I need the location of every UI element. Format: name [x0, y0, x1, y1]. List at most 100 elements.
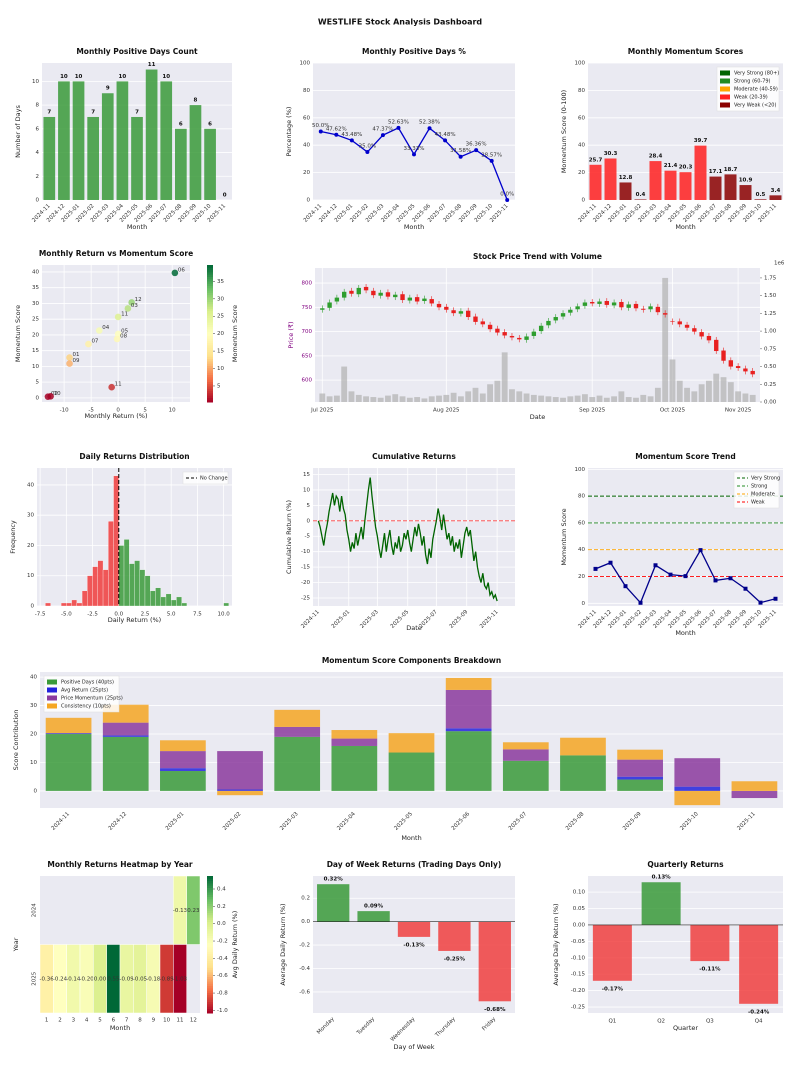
bar-segment — [445, 731, 492, 791]
histogram-bar — [129, 563, 135, 607]
candle-body — [480, 321, 485, 325]
marker — [365, 150, 370, 155]
colorbar-label: Momentum Score — [231, 305, 239, 362]
x-tick-label: Q2 — [657, 1019, 665, 1025]
y-tick-label: 20 — [32, 332, 39, 338]
y-axis-label: Year — [12, 937, 20, 952]
y-axis-label: Cumulative Return (%) — [285, 500, 293, 574]
candle-body — [575, 306, 580, 310]
legend-label: No Change — [200, 476, 228, 482]
y2-tick-label: 1.25 — [764, 311, 777, 317]
value-label: 43.48% — [341, 132, 362, 138]
volume-bar — [538, 395, 545, 402]
volume-bar — [662, 277, 669, 402]
volume-bar — [749, 394, 756, 402]
candle-body — [597, 301, 602, 304]
candle-body — [451, 310, 456, 314]
colorbar-slice — [207, 921, 213, 925]
histogram-bar — [113, 475, 119, 607]
point — [113, 335, 121, 343]
colorbar-slice — [207, 290, 213, 293]
colorbar-slice — [207, 1010, 213, 1014]
colorbar-slice — [207, 965, 213, 968]
colorbar-slice — [207, 399, 213, 403]
candle-body — [444, 306, 449, 310]
y-tick-label: 5 — [307, 503, 311, 509]
x-tick-label: 7 — [125, 1018, 129, 1024]
x-axis-label: Date — [530, 413, 546, 421]
bar — [754, 199, 767, 200]
y-tick-label: -5 — [305, 534, 311, 540]
value-label: 43.48% — [435, 132, 456, 138]
candle-body — [735, 366, 741, 369]
y-tick-label: 100 — [575, 61, 586, 67]
x-tick-label: 4 — [85, 1018, 89, 1024]
colorbar-slice — [207, 379, 213, 382]
candle-body — [714, 339, 719, 352]
colorbar-slice — [207, 983, 213, 987]
candle-body — [677, 321, 682, 325]
value-label: 50.0% — [312, 123, 329, 129]
colorbar-slice — [207, 269, 213, 273]
bar-segment — [102, 722, 149, 736]
value-label: 39.7 — [694, 138, 708, 144]
bar-segment — [45, 717, 92, 734]
value-label: 7 — [135, 109, 139, 115]
y-tick-label: 15 — [32, 348, 39, 354]
bar-segment — [102, 735, 149, 737]
colorbar-slice — [207, 363, 213, 366]
colorbar-slice — [207, 315, 213, 319]
x-tick-label: 8 — [138, 1018, 142, 1024]
legend-swatch — [47, 687, 57, 693]
y-tick-label: 600 — [302, 378, 313, 384]
colorbar-slice — [207, 887, 213, 891]
y-tick-label: 2 — [36, 174, 40, 180]
value-label: -0.68% — [484, 1007, 506, 1013]
value-label: 11 — [148, 62, 156, 68]
bar — [690, 924, 730, 962]
legend-swatch — [720, 70, 730, 76]
colorbar-slice — [207, 903, 213, 907]
x-tick-label: Aug 2025 — [433, 408, 460, 414]
legend-swatch — [720, 94, 730, 100]
colorbar-slice — [207, 969, 213, 973]
colorbar-slice — [207, 946, 213, 950]
colorbar-slice — [207, 294, 213, 298]
bar — [604, 158, 617, 200]
y-tick-label: 10 — [27, 573, 34, 579]
volume-bar — [582, 394, 588, 402]
colorbar-slice — [207, 331, 213, 334]
histogram-bar — [92, 566, 98, 607]
value-label: 0.5 — [756, 192, 766, 198]
value-label: 0.4 — [636, 192, 646, 198]
marker — [593, 566, 598, 571]
marker — [638, 600, 643, 605]
x-axis-label: Daily Return (%) — [108, 616, 161, 624]
colorbar-slice — [207, 951, 213, 955]
volume-bar — [669, 359, 676, 402]
candle-body — [692, 328, 697, 332]
colorbar-slice — [207, 987, 213, 991]
x-tick-label: -5 — [88, 408, 94, 414]
colorbar-slice — [207, 898, 213, 902]
y-tick-label: 5 — [36, 380, 40, 386]
bar-segment — [274, 726, 321, 737]
bar-segment — [674, 790, 721, 806]
bar-segment — [160, 768, 206, 772]
bar — [769, 195, 782, 200]
bar-segment — [331, 745, 378, 791]
volume-bar — [530, 394, 537, 402]
colorbar-slice — [207, 265, 213, 268]
colorbar-slice — [207, 1008, 213, 1012]
x-tick-label: 11 — [177, 1018, 184, 1024]
volume-bar — [326, 396, 333, 402]
cell-label: 0.23 — [187, 908, 200, 914]
x-tick-label: 7.5 — [193, 612, 202, 618]
colorbar-slice — [207, 274, 213, 277]
colorbar-slice — [207, 917, 213, 920]
bar-segment — [617, 779, 663, 791]
colorbar-slice — [207, 333, 213, 337]
x-tick-label: 0 — [116, 408, 120, 414]
y-axis-label: Percentage (%) — [285, 107, 293, 157]
colorbar-slice — [207, 926, 213, 930]
